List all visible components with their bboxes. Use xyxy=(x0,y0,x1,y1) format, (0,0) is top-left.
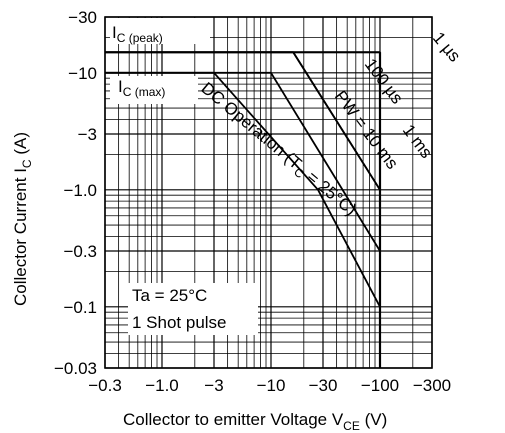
x-tick-label: −300 xyxy=(413,376,451,395)
annotation-ta: Ta = 25°C xyxy=(132,286,207,305)
y-tick-label: −30 xyxy=(68,8,97,27)
curve-label-100us: 100 µs xyxy=(361,55,407,107)
y-tick-label: −0.03 xyxy=(54,359,97,378)
x-tick-label: −3 xyxy=(204,376,223,395)
y-tick-label: −3 xyxy=(78,125,97,144)
x-tick-label: −0.3 xyxy=(88,376,122,395)
plot-frame xyxy=(104,16,433,369)
ic-max-label: IC (max) xyxy=(118,77,165,99)
pw-10ms-curve xyxy=(105,71,381,252)
x-tick-label: −30 xyxy=(309,376,338,395)
curve-label-1us: 1 µs xyxy=(429,28,464,65)
y-tick-label: −1.0 xyxy=(63,181,97,200)
pw-1us-curve xyxy=(105,51,381,368)
curve-label-1ms: 1 ms xyxy=(399,121,436,162)
y-axis-title: Collector Current IC (A) xyxy=(11,132,34,306)
x-tick-label: −1.0 xyxy=(145,376,179,395)
x-tick-label: −10 xyxy=(257,376,286,395)
y-tick-label: −0.3 xyxy=(63,242,97,261)
soa-curves xyxy=(105,51,381,368)
minor-grid xyxy=(105,17,432,368)
annotation-pulse: 1 Shot pulse xyxy=(132,313,227,332)
label-bg-ic-max xyxy=(110,76,198,104)
y-tick-label: −10 xyxy=(68,64,97,83)
y-tick-label: −0.1 xyxy=(63,298,97,317)
ic-peak-label: IC (peak) xyxy=(112,23,163,45)
x-axis-title: Collector to emitter Voltage VCE (V) xyxy=(123,410,387,433)
label-bg-note xyxy=(128,283,258,335)
label-bg-ic-peak xyxy=(110,18,210,44)
x-tick-label: −100 xyxy=(361,376,399,395)
x-tick-labels: −0.3 −1.0 −3 −10 −30 −100 −300 xyxy=(88,376,451,395)
y-tick-labels: −30 −10 −3 −1.0 −0.3 −0.1 −0.03 xyxy=(54,8,97,378)
